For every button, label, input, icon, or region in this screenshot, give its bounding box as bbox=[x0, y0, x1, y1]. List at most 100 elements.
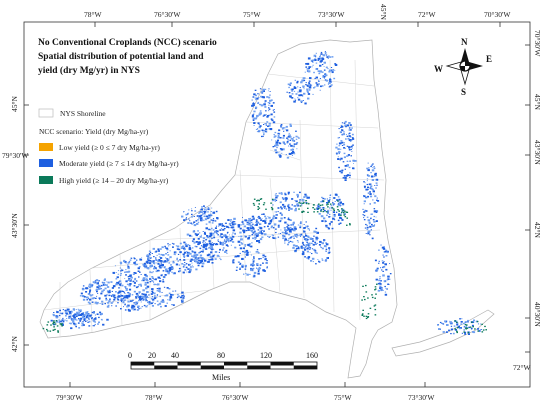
moderate-yield-pixel bbox=[327, 199, 331, 202]
moderate-yield-pixel bbox=[93, 312, 95, 314]
moderate-yield-pixel bbox=[157, 283, 160, 286]
moderate-yield-pixel bbox=[316, 83, 319, 86]
moderate-yield-pixel bbox=[252, 218, 255, 220]
moderate-yield-pixel bbox=[260, 232, 264, 235]
moderate-yield-pixel bbox=[91, 311, 94, 314]
moderate-yield-pixel bbox=[80, 317, 82, 320]
moderate-yield-pixel bbox=[306, 197, 309, 199]
moderate-yield-pixel bbox=[123, 259, 126, 262]
moderate-yield-pixel bbox=[259, 227, 263, 230]
moderate-yield-pixel bbox=[166, 270, 169, 273]
moderate-yield-pixel bbox=[202, 246, 205, 249]
moderate-yield-pixel bbox=[201, 210, 203, 212]
moderate-yield-pixel bbox=[52, 323, 56, 326]
moderate-yield-pixel bbox=[297, 241, 299, 243]
moderate-yield-pixel bbox=[168, 268, 172, 271]
moderate-yield-pixel bbox=[268, 107, 270, 109]
moderate-yield-pixel bbox=[185, 218, 187, 220]
moderate-yield-pixel bbox=[144, 281, 147, 284]
moderate-yield-pixel bbox=[312, 93, 314, 95]
north-arrow: N S E W bbox=[434, 37, 492, 97]
moderate-yield-pixel bbox=[75, 309, 77, 310]
moderate-yield-pixel bbox=[259, 112, 262, 115]
moderate-yield-pixel bbox=[251, 115, 254, 118]
moderate-yield-pixel bbox=[303, 196, 305, 198]
moderate-yield-pixel bbox=[156, 296, 158, 298]
moderate-yield-pixel bbox=[115, 305, 117, 307]
moderate-yield-pixel bbox=[281, 152, 283, 154]
moderate-yield-pixel bbox=[348, 122, 351, 124]
moderate-yield-pixel bbox=[162, 260, 165, 263]
moderate-yield-pixel bbox=[280, 206, 282, 208]
moderate-yield-pixel bbox=[268, 104, 270, 106]
moderate-yield-pixel bbox=[316, 242, 318, 244]
moderate-yield-pixel bbox=[348, 135, 351, 137]
moderate-yield-pixel bbox=[185, 213, 188, 216]
bottom-tick-73-30w: 73°30'W bbox=[408, 393, 435, 402]
moderate-yield-pixel bbox=[103, 284, 106, 286]
high-yield-pixel bbox=[54, 323, 57, 325]
moderate-yield-pixel bbox=[123, 296, 126, 299]
moderate-yield-pixel bbox=[303, 227, 306, 229]
moderate-yield-pixel bbox=[275, 141, 279, 144]
high-yield-pixel bbox=[374, 288, 377, 290]
moderate-yield-pixel bbox=[132, 309, 134, 311]
moderate-yield-pixel bbox=[287, 206, 291, 209]
moderate-yield-pixel bbox=[91, 297, 94, 300]
moderate-yield-pixel bbox=[369, 193, 372, 195]
moderate-yield-pixel bbox=[383, 280, 387, 283]
moderate-yield-pixel bbox=[171, 242, 173, 244]
moderate-yield-pixel bbox=[275, 228, 277, 230]
moderate-yield-pixel bbox=[132, 273, 135, 275]
right-graticule-labels: 70°30'W 45°N 43°30'N 42°N 40°30'N 72°W bbox=[513, 30, 542, 372]
moderate-yield-pixel bbox=[155, 257, 157, 259]
moderate-yield-pixel bbox=[294, 227, 297, 230]
moderate-yield-pixel bbox=[58, 314, 61, 317]
moderate-yield-pixel bbox=[381, 260, 384, 262]
moderate-yield-pixel bbox=[232, 232, 234, 234]
moderate-yield-pixel bbox=[296, 203, 299, 205]
moderate-yield-pixel bbox=[194, 207, 196, 208]
moderate-yield-pixel bbox=[286, 226, 289, 228]
moderate-yield-pixel bbox=[204, 218, 208, 221]
moderate-yield-pixel bbox=[172, 260, 174, 262]
moderate-yield-pixel bbox=[338, 166, 340, 169]
moderate-yield-pixel bbox=[286, 137, 288, 139]
high-yield-pixel bbox=[374, 314, 377, 316]
moderate-yield-pixel bbox=[120, 297, 123, 300]
moderate-yield-pixel bbox=[115, 283, 118, 286]
moderate-yield-pixel bbox=[240, 224, 242, 226]
moderate-yield-pixel bbox=[257, 103, 259, 104]
moderate-yield-pixel bbox=[130, 276, 133, 279]
moderate-yield-pixel bbox=[55, 320, 59, 323]
moderate-yield-pixel bbox=[203, 219, 205, 221]
moderate-yield-pixel bbox=[226, 239, 229, 241]
moderate-yield-pixel bbox=[208, 247, 210, 249]
left-graticule-labels: 45°N 79°30'W 43°30'N 42°N bbox=[2, 96, 29, 352]
moderate-yield-pixel bbox=[160, 260, 163, 262]
moderate-yield-pixel bbox=[344, 168, 346, 170]
moderate-yield-pixel bbox=[382, 270, 384, 272]
moderate-yield-pixel bbox=[152, 271, 154, 273]
moderate-yield-pixel bbox=[166, 287, 169, 289]
moderate-yield-pixel bbox=[230, 227, 232, 229]
moderate-yield-pixel bbox=[128, 261, 131, 263]
moderate-yield-pixel bbox=[450, 328, 453, 331]
moderate-yield-pixel bbox=[288, 230, 292, 233]
moderate-yield-pixel bbox=[302, 234, 304, 236]
moderate-yield-pixel bbox=[220, 258, 222, 261]
moderate-yield-pixel bbox=[125, 287, 127, 289]
moderate-yield-pixel bbox=[76, 313, 79, 315]
moderate-yield-pixel bbox=[365, 188, 368, 191]
moderate-yield-pixel bbox=[205, 248, 208, 250]
moderate-yield-pixel bbox=[79, 314, 83, 316]
moderate-yield-pixel bbox=[265, 131, 268, 133]
moderate-yield-pixel bbox=[182, 297, 185, 299]
moderate-yield-pixel bbox=[307, 239, 309, 241]
moderate-yield-pixel bbox=[209, 255, 213, 258]
moderate-yield-pixel bbox=[316, 238, 318, 240]
moderate-yield-pixel bbox=[164, 295, 166, 297]
moderate-yield-pixel bbox=[307, 235, 310, 238]
high-yield-pixel bbox=[365, 315, 368, 317]
moderate-yield-pixel bbox=[163, 276, 165, 278]
